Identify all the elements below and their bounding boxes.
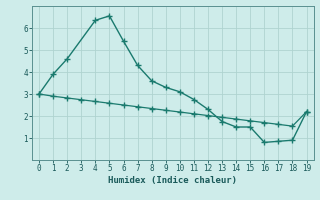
X-axis label: Humidex (Indice chaleur): Humidex (Indice chaleur) [108,176,237,185]
